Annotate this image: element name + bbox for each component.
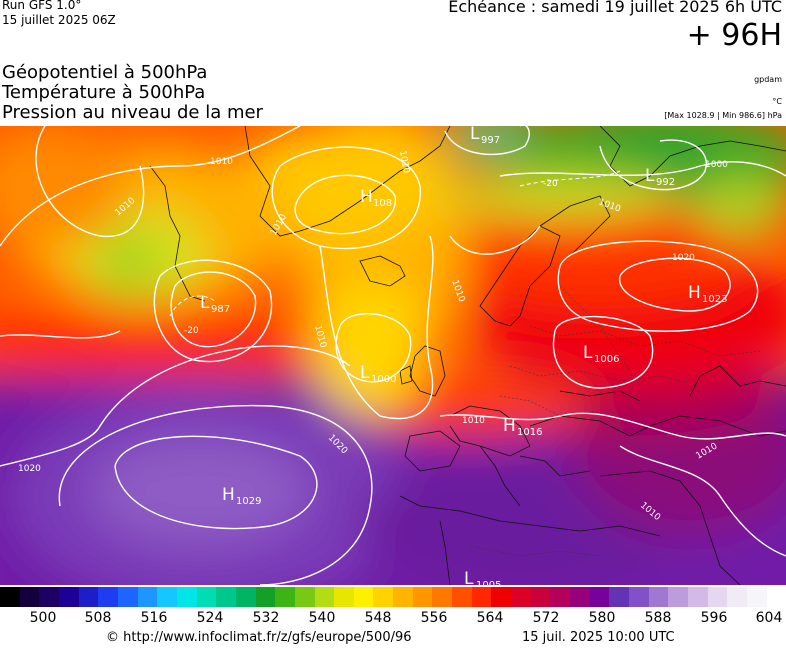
colorbar-swatch	[530, 587, 551, 607]
colorbar-swatch	[687, 587, 708, 607]
title-geopotential: Géopotentiel à 500hPa	[2, 62, 208, 83]
colorbar-swatch	[471, 587, 492, 607]
colorbar-swatch	[216, 587, 236, 607]
colorbar-swatch	[196, 587, 217, 607]
colorbar-tick: 516	[140, 610, 168, 626]
title-pressure: Pression au niveau de la mer	[2, 102, 263, 123]
source-url: © http://www.infoclimat.fr/z/gfs/europe/…	[106, 630, 412, 645]
colorbar-swatch	[491, 587, 512, 607]
colorbar-swatch	[19, 587, 40, 607]
colorbar-swatch	[727, 587, 747, 607]
svg-text:1010: 1010	[397, 150, 411, 175]
svg-text:L: L	[464, 569, 474, 585]
svg-text:H: H	[360, 187, 373, 207]
svg-text:L: L	[583, 343, 593, 363]
colorbar-tick: 524	[196, 610, 224, 626]
colorbar-swatch	[157, 587, 177, 607]
svg-text:987: 987	[211, 304, 230, 315]
unit-geopotential: gpdam	[754, 75, 782, 84]
svg-text:1023: 1023	[702, 294, 727, 305]
colorbar-swatch	[452, 587, 472, 607]
colorbar-swatch	[668, 587, 688, 607]
colorbar-tick: 572	[532, 610, 560, 626]
colorbar-tick: 556	[420, 610, 448, 626]
svg-text:1006: 1006	[594, 354, 619, 365]
svg-text:L: L	[360, 363, 370, 383]
svg-text:-20: -20	[543, 179, 558, 189]
svg-text:1000: 1000	[371, 374, 396, 385]
run-date: 15 juillet 2025 06Z	[2, 13, 116, 27]
run-label: Run GFS 1.0°	[2, 0, 82, 12]
colorbar-swatch	[353, 587, 374, 607]
colorbar-tick: 596	[700, 610, 728, 626]
colorbar-swatch	[39, 587, 59, 607]
svg-text:1010: 1010	[462, 416, 485, 426]
colorbar-swatch	[707, 587, 728, 607]
colorbar-tick: 580	[588, 610, 616, 626]
colorbar-swatch	[78, 587, 99, 607]
colorbar-swatch	[589, 587, 610, 607]
colorbar-swatch	[176, 587, 197, 607]
colorbar-tick: 588	[644, 610, 672, 626]
svg-text:1029: 1029	[236, 496, 261, 507]
colorbar-swatch	[235, 587, 256, 607]
svg-text:992: 992	[656, 177, 675, 188]
svg-text:1000: 1000	[705, 160, 728, 170]
colorbar-swatch	[550, 587, 571, 607]
colorbar-swatch	[629, 587, 649, 607]
svg-text:1020: 1020	[18, 464, 41, 474]
colorbar-swatch	[58, 587, 79, 607]
colorbar-tick: 532	[252, 610, 280, 626]
colorbar-swatch	[746, 587, 767, 607]
colorbar-tick: 508	[84, 610, 112, 626]
svg-text:108: 108	[373, 198, 392, 209]
generation-date: 15 juil. 2025 10:00 UTC	[522, 630, 675, 645]
title-temperature: Température à 500hPa	[2, 82, 206, 103]
colorbar-tick: 540	[308, 610, 336, 626]
colorbar-swatch	[314, 587, 335, 607]
colorbar-swatch	[412, 587, 433, 607]
colorbar-swatch	[334, 587, 354, 607]
colorbar-swatch	[117, 587, 138, 607]
svg-text:H: H	[222, 485, 235, 505]
svg-text:-20: -20	[184, 326, 199, 336]
colorbar-swatch	[0, 587, 20, 607]
colorbar-swatch	[373, 587, 394, 607]
colorbar-tick: 500	[29, 610, 57, 626]
colorbar-swatch	[432, 587, 453, 607]
colorbar-swatch	[393, 587, 413, 607]
colorbar-swatch	[275, 587, 295, 607]
svg-text:H: H	[503, 416, 516, 436]
svg-text:L: L	[200, 293, 210, 313]
svg-text:L: L	[470, 126, 480, 144]
unit-pressure: [Max 1028.9 | Min 986.6] hPa	[664, 111, 782, 120]
colorbar-swatch	[137, 587, 158, 607]
colorbar-swatch	[570, 587, 590, 607]
svg-text:1016: 1016	[517, 427, 542, 438]
colorbar-swatch	[294, 587, 315, 607]
colorbar-swatch	[766, 587, 786, 607]
colorbar-tick: 564	[476, 610, 504, 626]
colorbar	[0, 587, 786, 607]
svg-text:L: L	[645, 166, 655, 186]
colorbar-swatch	[511, 587, 531, 607]
unit-temperature: °C	[772, 97, 782, 106]
svg-text:1010: 1010	[210, 157, 233, 167]
colorbar-swatch	[255, 587, 276, 607]
forecast-step: + 96H	[686, 18, 782, 53]
colorbar-tick: 548	[364, 610, 392, 626]
colorbar-swatch	[98, 587, 118, 607]
colorbar-tick: 604	[755, 610, 783, 626]
svg-text:1020: 1020	[672, 253, 695, 263]
svg-text:1005: 1005	[476, 580, 501, 585]
forecast-valid-time: Echéance : samedi 19 juillet 2025 6h UTC	[448, 0, 782, 16]
colorbar-swatch	[609, 587, 629, 607]
svg-text:997: 997	[481, 135, 500, 146]
svg-text:H: H	[688, 283, 701, 303]
colorbar-swatch	[648, 587, 669, 607]
